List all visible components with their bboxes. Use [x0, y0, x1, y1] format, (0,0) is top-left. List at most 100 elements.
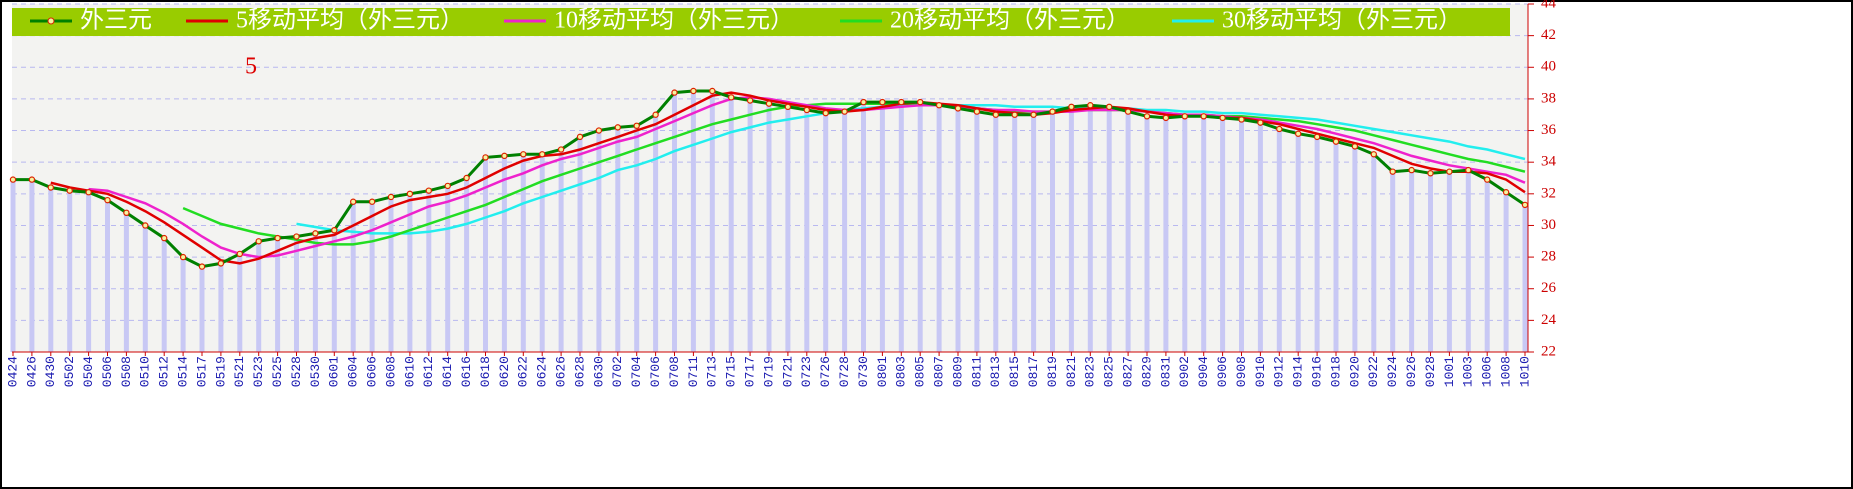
bar [653, 114, 659, 353]
point-marker [1257, 119, 1264, 126]
legend-label: 5移动平均（外三元） [236, 7, 464, 34]
x-tick-label: 0809 [950, 356, 965, 387]
bar [275, 238, 281, 352]
point-marker [1483, 176, 1491, 183]
x-tick-label: 0708 [667, 356, 682, 387]
point-marker [425, 187, 432, 194]
bar [10, 179, 16, 352]
x-tick-label: 0630 [591, 356, 606, 387]
bar [426, 190, 432, 352]
bar [256, 241, 262, 352]
legend-label: 10移动平均（外三元） [554, 7, 794, 34]
bar [577, 136, 583, 352]
x-tick-label: 0902 [1177, 356, 1192, 387]
bar [1333, 141, 1339, 352]
point-marker [1502, 189, 1510, 196]
bar [1314, 136, 1320, 352]
x-tick-label: 1001 [1442, 356, 1457, 387]
point-marker [331, 226, 338, 234]
bar [861, 102, 866, 352]
bar [993, 114, 999, 353]
point-marker [1011, 111, 1018, 118]
bar [199, 266, 205, 352]
bar [48, 187, 54, 352]
point-marker [1200, 113, 1207, 120]
point-marker [746, 97, 754, 104]
point-marker [463, 174, 470, 182]
y-tick-label: 36 [1541, 122, 1557, 138]
legend-marker [47, 17, 55, 25]
x-tick-label: 0713 [705, 356, 720, 387]
point-marker [66, 187, 73, 194]
point-marker [879, 98, 886, 106]
x-tick-label: 0827 [1121, 356, 1136, 387]
bar [879, 102, 885, 352]
bar [747, 100, 753, 352]
point-marker [1124, 108, 1132, 115]
x-tick-label: 0624 [535, 356, 550, 387]
point-marker [1521, 201, 1529, 209]
x-tick-label: 0612 [421, 356, 436, 387]
x-tick-label: 0504 [81, 356, 96, 387]
x-tick-label: 0916 [1310, 356, 1325, 387]
point-marker [406, 190, 414, 198]
bar [86, 192, 92, 352]
x-tick-label: 1003 [1461, 356, 1476, 387]
point-marker [557, 146, 565, 153]
bar [728, 97, 734, 352]
bar [407, 193, 413, 352]
x-tick-label: 0704 [629, 356, 644, 387]
point-marker [1294, 130, 1302, 137]
point-marker [293, 233, 300, 240]
point-marker [1181, 113, 1189, 120]
point-marker [973, 108, 981, 115]
bar [1031, 114, 1037, 353]
bar [369, 201, 375, 352]
point-marker [47, 184, 55, 191]
x-tick-label: 0825 [1102, 356, 1117, 387]
x-tick-label: 0726 [818, 356, 833, 387]
point-marker [1446, 168, 1453, 175]
x-tick-label: 0626 [554, 356, 569, 387]
x-tick-label: 0510 [138, 356, 153, 387]
series-line [88, 96, 1526, 259]
legend-label: 外三元 [80, 7, 152, 34]
point-marker [274, 234, 281, 242]
bar [804, 109, 810, 353]
point-marker [841, 108, 848, 115]
bar [1239, 119, 1244, 353]
x-tick-label: 0628 [572, 356, 587, 387]
bar [1295, 133, 1301, 352]
x-tick-label: 0910 [1253, 356, 1268, 387]
bar [974, 111, 980, 353]
bar [29, 179, 35, 352]
bar [917, 102, 923, 352]
point-marker [860, 98, 867, 106]
x-tick-label: 0521 [232, 356, 247, 387]
x-tick-label: 0430 [43, 356, 58, 387]
legend-label: 20移动平均（外三元） [890, 7, 1130, 34]
x-tick-label: 0604 [346, 356, 361, 387]
bar [218, 263, 224, 352]
bar [1522, 204, 1528, 352]
bar [237, 253, 243, 352]
x-tick-label: 0821 [1064, 356, 1079, 387]
bar [1257, 122, 1263, 353]
bar [766, 103, 772, 353]
x-tick-label: 0918 [1328, 356, 1343, 387]
bar [464, 178, 470, 352]
point-marker [709, 87, 716, 95]
bar [294, 236, 299, 352]
point-marker [576, 133, 584, 141]
x-tick-label: 0502 [62, 356, 77, 387]
x-tick-label: 0610 [402, 356, 417, 387]
point-marker [690, 87, 697, 95]
x-tick-label: 0730 [856, 356, 871, 387]
x-tick-label: 0715 [724, 356, 739, 387]
point-marker [1332, 138, 1340, 145]
x-tick-label: 0618 [478, 356, 493, 387]
bar [1352, 146, 1358, 352]
series-line [182, 102, 1526, 246]
x-tick-label: 0528 [289, 356, 304, 387]
bar [936, 105, 942, 353]
